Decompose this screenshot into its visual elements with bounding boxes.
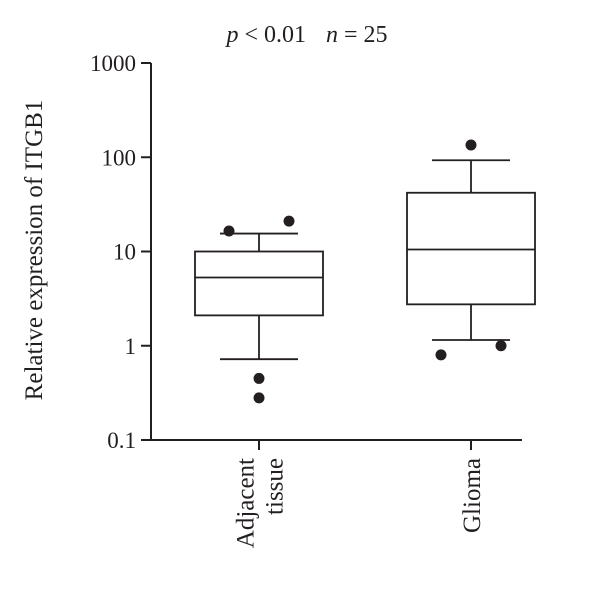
y-tick-label: 10 [113, 240, 136, 265]
y-tick-label: 100 [102, 145, 137, 170]
outlier-point [223, 225, 235, 237]
x-category-label: Adjacent [233, 458, 260, 548]
p-symbol: p [224, 22, 238, 48]
outlier-point [253, 372, 265, 384]
p-value: < 0.01 [238, 22, 306, 48]
n-symbol: n [326, 22, 338, 48]
box-group [194, 215, 324, 404]
x-category-label: Glioma [459, 458, 486, 533]
iqr-box [194, 250, 324, 317]
n-value: = 25 [338, 22, 388, 48]
y-axis-label: Relative expression of ITGB1 [21, 100, 48, 401]
x-category-label: tissue [262, 458, 289, 515]
y-tick-label: 1000 [90, 51, 136, 76]
outlier-point [495, 340, 507, 352]
outlier-point [283, 215, 295, 227]
stats-annotation: p < 0.01 n = 25 [224, 22, 387, 48]
outlier-point [253, 392, 265, 404]
outlier-point [435, 349, 447, 361]
y-tick-label: 1 [125, 334, 137, 359]
iqr-box [406, 191, 536, 306]
box-group [406, 139, 536, 361]
y-tick-label: 0.1 [107, 428, 136, 453]
y-axis: 0.1 1 10 100 1000 [90, 51, 152, 453]
outlier-point [465, 139, 477, 151]
plot-area [194, 139, 536, 404]
x-axis: Adjacent tissue Glioma [151, 439, 522, 548]
